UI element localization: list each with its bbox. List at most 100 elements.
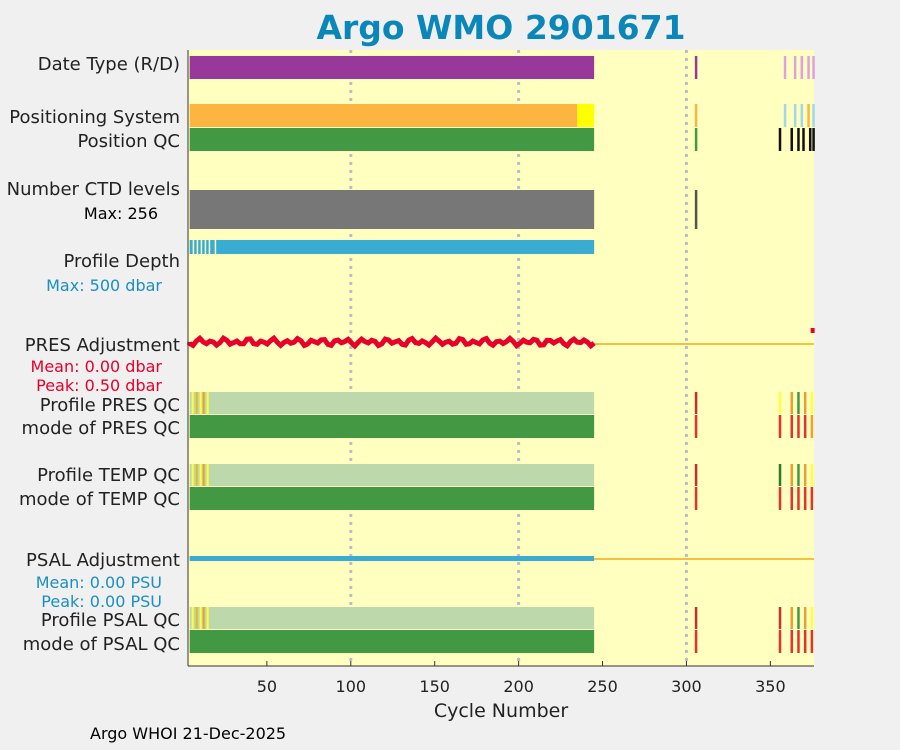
- vertical-gridlines: [349, 50, 688, 666]
- profile_psal_qc-qc-stripe-2: [199, 607, 202, 629]
- late-cycle-mark-52: [790, 630, 794, 653]
- bar-positioning-alt: [577, 104, 595, 127]
- late-cycle-mark-28: [790, 415, 794, 438]
- pres-adjust-series: [187, 334, 596, 350]
- label-positioning-system: Positioning System: [9, 107, 180, 128]
- x-axis-label: Cycle Number: [434, 700, 568, 722]
- label-profile-temp-qc: Profile TEMP QC: [37, 465, 180, 486]
- late-cycle-mark-37: [810, 464, 814, 486]
- profile-depth-gap-1: [196, 240, 199, 254]
- late-cycle-mark-30: [803, 415, 807, 438]
- late-cycle-mark-31: [810, 415, 814, 438]
- late-cycle-mark-43: [810, 487, 814, 510]
- bar-profile_temp_qc: [189, 464, 595, 486]
- profile_pres_qc-qc-stripe-2: [199, 392, 202, 414]
- pres-adjustment-mean: Mean: 0.00 dbar: [31, 357, 163, 376]
- label-psal-adjustment: PSAL Adjustment: [26, 550, 180, 571]
- profile-depth-gap-3: [204, 240, 207, 254]
- bar-ctd_levels: [189, 190, 595, 229]
- late-cycle-mark-40: [790, 487, 794, 510]
- late-cycle-mark-42: [803, 487, 807, 510]
- x-tick-label-350: 350: [755, 677, 786, 696]
- profile_pres_qc-qc-stripe-1: [195, 392, 198, 414]
- late-cycle-mark-53: [797, 630, 800, 653]
- x-tick-label-50: 50: [257, 677, 277, 696]
- profile_pres_qc-qc-stripe-4: [206, 392, 209, 414]
- late-cycle-mark-55: [810, 630, 814, 653]
- late-cycle-mark-22: [790, 392, 794, 414]
- profile_pres_qc-qc-stripe-3: [202, 392, 205, 414]
- x-tick-label-300: 300: [671, 677, 702, 696]
- late-cycle-mark-2: [793, 56, 797, 79]
- label-mode-temp-qc: mode of TEMP QC: [19, 489, 180, 510]
- late-cycle-mark-21: [778, 392, 782, 414]
- late-cycle-mark-5: [812, 56, 815, 79]
- late-cycle-mark-6: [694, 104, 698, 127]
- plot-background: [188, 50, 814, 666]
- bar-profile_psal_qc: [189, 607, 595, 629]
- x-tick-label-200: 200: [503, 677, 534, 696]
- profile-depth-max: Max: 500 dbar: [46, 276, 162, 295]
- late-cycle-mark-29: [797, 415, 800, 438]
- late-cycle-mark-7: [783, 104, 787, 127]
- late-cycle-mark-1: [783, 56, 787, 79]
- profile_psal_qc-qc-stripe-1: [195, 607, 198, 629]
- profile_temp_qc-qc-stripe-1: [195, 464, 198, 486]
- late-cycle-mark-14: [790, 128, 794, 151]
- label-pres-adjustment: PRES Adjustment: [25, 335, 180, 356]
- late-cycle-mark-3: [800, 56, 804, 79]
- late-cycle-mark-10: [807, 104, 810, 127]
- profile-depth-gap-4: [208, 240, 211, 254]
- late-cycle-mark-50: [694, 630, 698, 653]
- late-cycle-mark-45: [778, 607, 782, 629]
- label-date-type: Date Type (R/D): [38, 54, 180, 75]
- late-cycle-mark-27: [778, 415, 782, 438]
- bar-mode_pres_qc: [189, 415, 595, 438]
- bar-profile_pres_qc: [189, 392, 595, 414]
- late-cycle-mark-35: [797, 464, 800, 486]
- ctd-levels-max: Max: 256: [84, 204, 158, 223]
- chart-title: Argo WMO 2901671: [316, 8, 686, 47]
- psal-adjustment-mean: Mean: 0.00 PSU: [36, 573, 162, 592]
- late-cycle-mark-25: [810, 392, 814, 414]
- late-cycle-mark-36: [803, 464, 807, 486]
- late-cycle-mark-20: [694, 392, 698, 414]
- late-cycle-mark-17: [808, 128, 812, 151]
- late-cycle-mark-51: [778, 630, 782, 653]
- late-cycle-mark-44: [694, 607, 698, 629]
- late-cycle-mark-54: [803, 630, 807, 653]
- late-cycle-mark-8: [793, 104, 797, 127]
- profile_pres_qc-qc-stripe-0: [191, 392, 194, 414]
- x-axis: 50 100 150 200 250 300 350: [187, 50, 814, 696]
- late-cycle-mark-26: [694, 415, 698, 438]
- profile-depth-gap-2: [200, 240, 203, 254]
- psal-adjustment-peak: Peak: 0.00 PSU: [41, 592, 162, 611]
- late-cycle-mark-49: [810, 607, 814, 629]
- late-cycle-mark-41: [797, 487, 800, 510]
- label-profile-depth: Profile Depth: [63, 251, 180, 272]
- pres-adjust-late-point: [810, 328, 815, 333]
- late-cycle-mark-18: [812, 128, 815, 151]
- bar-positioning: [189, 104, 578, 127]
- late-cycle-mark-34: [790, 464, 794, 486]
- late-cycle-mark-38: [694, 487, 698, 510]
- late-cycle-mark-23: [797, 392, 800, 414]
- bar-profile_depth: [189, 240, 595, 254]
- bar-date_type: [189, 56, 595, 79]
- late-cycle-mark-13: [778, 128, 782, 151]
- pres-adjustment-peak: Peak: 0.50 dbar: [36, 376, 162, 395]
- profile_psal_qc-qc-stripe-0: [191, 607, 194, 629]
- footer-credit: Argo WHOI 21-Dec-2025: [90, 724, 287, 743]
- x-tick-label-250: 250: [587, 677, 618, 696]
- row-labels: Date Type (R/D) Positioning System Posit…: [7, 54, 180, 655]
- profile_temp_qc-qc-stripe-0: [191, 464, 194, 486]
- profile_psal_qc-qc-stripe-4: [206, 607, 209, 629]
- label-ctd-levels: Number CTD levels: [7, 179, 180, 200]
- late-cycle-mark-46: [790, 607, 794, 629]
- bar-position_qc: [189, 128, 595, 151]
- label-mode-psal-qc: mode of PSAL QC: [23, 634, 180, 655]
- data-bars: [187, 56, 815, 653]
- profile_temp_qc-qc-stripe-2: [199, 464, 202, 486]
- bar-psal_adjust: [189, 556, 595, 561]
- late-cycle-mark-4: [807, 56, 810, 79]
